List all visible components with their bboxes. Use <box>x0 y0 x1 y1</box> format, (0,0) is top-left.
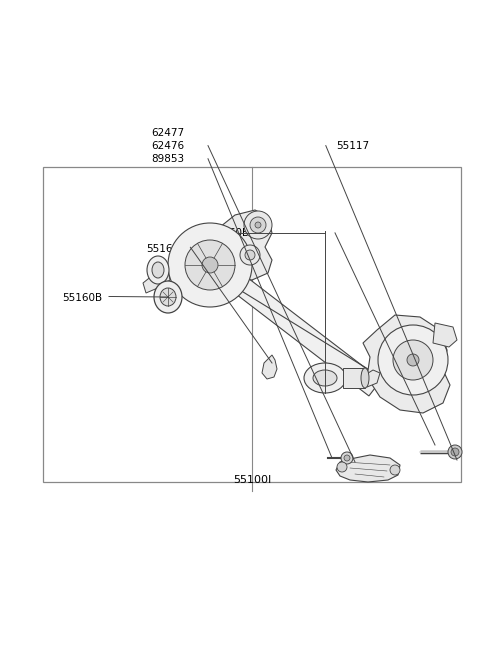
Polygon shape <box>212 210 272 280</box>
Circle shape <box>451 448 459 456</box>
Circle shape <box>337 462 347 472</box>
Ellipse shape <box>304 363 346 393</box>
Text: 55117: 55117 <box>336 140 369 151</box>
Circle shape <box>378 325 448 395</box>
Ellipse shape <box>313 370 337 386</box>
Circle shape <box>407 354 419 366</box>
Circle shape <box>448 445 462 459</box>
Polygon shape <box>343 368 365 388</box>
Circle shape <box>390 465 400 475</box>
Ellipse shape <box>147 256 169 284</box>
Polygon shape <box>365 370 380 387</box>
Circle shape <box>245 250 255 260</box>
Circle shape <box>250 217 266 233</box>
Ellipse shape <box>160 288 176 306</box>
Circle shape <box>244 211 272 239</box>
Circle shape <box>344 455 350 461</box>
Text: 89853: 89853 <box>151 154 184 164</box>
Text: 55100I: 55100I <box>233 475 271 485</box>
Polygon shape <box>262 355 277 379</box>
Circle shape <box>393 340 433 380</box>
Polygon shape <box>232 275 381 396</box>
Circle shape <box>240 245 260 265</box>
Ellipse shape <box>154 281 182 313</box>
Circle shape <box>168 223 252 307</box>
Polygon shape <box>143 270 170 293</box>
Circle shape <box>341 452 353 464</box>
Ellipse shape <box>152 262 164 278</box>
Text: 62476: 62476 <box>151 140 184 151</box>
Ellipse shape <box>361 368 369 388</box>
Circle shape <box>255 222 261 228</box>
Circle shape <box>202 257 218 273</box>
Polygon shape <box>433 323 457 347</box>
Polygon shape <box>336 455 400 482</box>
Bar <box>43 167 461 482</box>
Text: 55160B: 55160B <box>62 293 103 304</box>
Text: 55160C: 55160C <box>146 244 187 255</box>
Text: 62477: 62477 <box>151 127 184 138</box>
Polygon shape <box>363 315 450 413</box>
Circle shape <box>185 240 235 290</box>
Text: 55160B: 55160B <box>209 228 249 238</box>
